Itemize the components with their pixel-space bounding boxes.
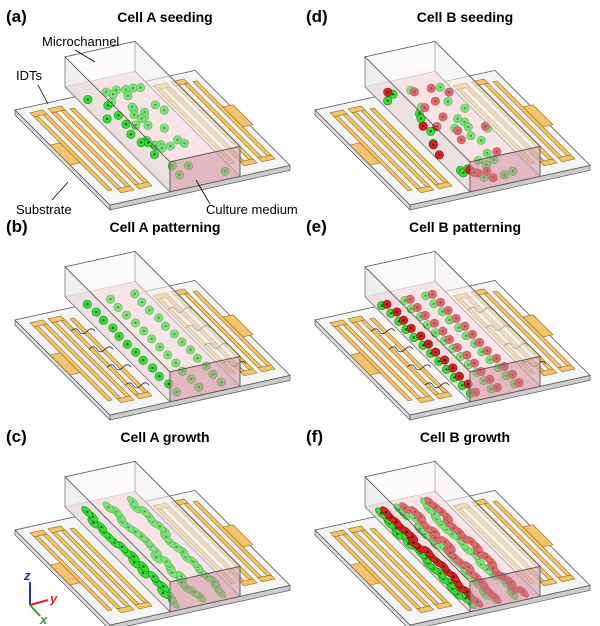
nucleus	[452, 367, 454, 369]
panels: (a) Cell A seeding (b) Cell A patterning (c)…	[6, 7, 590, 626]
nucleus	[142, 572, 144, 574]
nucleus	[133, 561, 135, 563]
nucleus	[106, 118, 108, 120]
nucleus	[466, 591, 468, 593]
annotation: Microchannel	[42, 34, 119, 49]
panel-title: Cell B seeding	[417, 9, 513, 25]
nucleus	[102, 319, 104, 321]
nucleus	[147, 142, 149, 144]
nucleus	[130, 133, 132, 135]
nucleus	[461, 384, 463, 386]
nucleus	[413, 336, 415, 338]
nucleus	[390, 312, 392, 314]
nucleus	[443, 359, 445, 361]
nucleus	[133, 555, 135, 557]
nucleus	[151, 367, 153, 369]
nucleus	[422, 125, 424, 127]
nucleus	[168, 383, 170, 385]
nucleus	[142, 359, 144, 361]
y-axis	[30, 600, 48, 605]
nucleus	[434, 351, 436, 353]
panel: (d) Cell B seeding	[306, 7, 590, 210]
leader	[52, 182, 68, 200]
nucleus	[140, 141, 142, 143]
nucleus	[142, 565, 144, 567]
nucleus	[410, 327, 412, 329]
nucleus	[449, 582, 451, 584]
panel-title: Cell A seeding	[117, 9, 212, 25]
panel-title: Cell B growth	[420, 429, 510, 445]
nucleus	[153, 153, 155, 155]
nucleus	[386, 100, 388, 102]
nucleus	[432, 144, 434, 146]
panel-title: Cell A patterning	[110, 219, 221, 235]
figure: (a) Cell A seeding (b) Cell A patterning (c)…	[0, 0, 600, 626]
nucleus	[95, 311, 97, 313]
leader	[38, 85, 48, 104]
nucleus	[100, 526, 102, 528]
panel-letter: (e)	[306, 217, 327, 236]
panel: (e) Cell B patterning	[306, 217, 590, 420]
nucleus	[438, 154, 440, 156]
nucleus	[162, 592, 164, 594]
nucleus	[162, 585, 164, 587]
x-axis	[30, 605, 40, 616]
nucleus	[118, 335, 120, 337]
panel: (c) Cell A growth	[6, 427, 290, 626]
nucleus	[112, 327, 114, 329]
nucleus	[458, 375, 460, 377]
nucleus	[152, 575, 154, 577]
nucleus	[427, 551, 429, 553]
panel-letter: (a)	[6, 7, 27, 26]
annotation: Culture medium	[206, 202, 298, 217]
nucleus	[387, 91, 389, 93]
nucleus	[427, 343, 429, 345]
nucleus	[439, 572, 441, 574]
nucleus	[87, 98, 89, 100]
panel-letter: (b)	[6, 217, 28, 236]
nucleus	[158, 375, 160, 377]
axis-label: z	[23, 568, 31, 583]
nucleus	[125, 123, 127, 125]
panel-title: Cell A growth	[120, 429, 209, 445]
axis-label: y	[49, 591, 58, 606]
nucleus	[135, 351, 137, 353]
nucleus	[430, 130, 432, 132]
nucleus	[86, 511, 88, 513]
panel-letter: (d)	[306, 7, 328, 26]
nucleus	[464, 597, 466, 599]
nucleus	[438, 360, 440, 362]
nucleus	[420, 335, 422, 337]
panel-letter: (c)	[6, 427, 27, 446]
panel-title: Cell B patterning	[409, 219, 521, 235]
nucleus	[86, 303, 88, 305]
nucleus	[462, 172, 464, 174]
panel: (b) Cell A patterning	[6, 217, 290, 420]
nucleus	[386, 303, 388, 305]
nucleus	[445, 368, 447, 370]
nucleus	[396, 311, 398, 313]
nucleus	[402, 319, 404, 321]
axis-label: x	[39, 612, 48, 626]
annotation: Substrate	[16, 202, 72, 217]
axes-triad: z y x	[23, 568, 58, 626]
nucleus	[126, 343, 128, 345]
nucleus	[121, 546, 123, 548]
nucleus	[422, 344, 424, 346]
nucleus	[467, 383, 469, 385]
nucleus	[117, 114, 119, 116]
annotation: IDTs	[16, 68, 43, 83]
nucleus	[385, 511, 387, 513]
panel: (f) Cell B growth	[306, 427, 590, 626]
panel-letter: (f)	[306, 427, 323, 446]
nucleus	[420, 117, 422, 119]
